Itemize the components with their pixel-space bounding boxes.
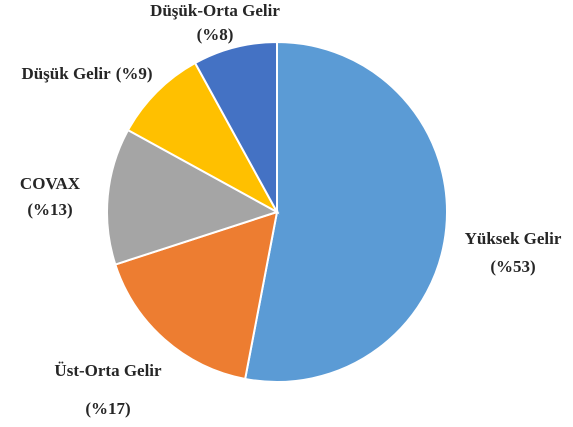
pie-slice — [126, 61, 280, 215]
category-label: COVAX — [20, 174, 81, 193]
value-label: (%8) — [197, 25, 234, 44]
pie-slice — [106, 128, 280, 266]
pie-slice — [114, 210, 279, 381]
slice-label: Düşük Gelir (%9) — [21, 64, 152, 83]
category-label: Düşük Gelir — [21, 64, 111, 83]
category-label: Üst-Orta Gelir — [54, 361, 162, 380]
value-label: (%9) — [116, 64, 153, 83]
category-label: Yüksek Gelir — [465, 229, 562, 248]
category-label: Düşük-Orta Gelir — [150, 1, 280, 20]
value-label: (%17) — [85, 399, 130, 418]
pie-slice — [243, 40, 448, 383]
value-label: (%53) — [490, 257, 535, 276]
pie-slice — [193, 40, 278, 213]
value-label: (%13) — [27, 200, 72, 219]
